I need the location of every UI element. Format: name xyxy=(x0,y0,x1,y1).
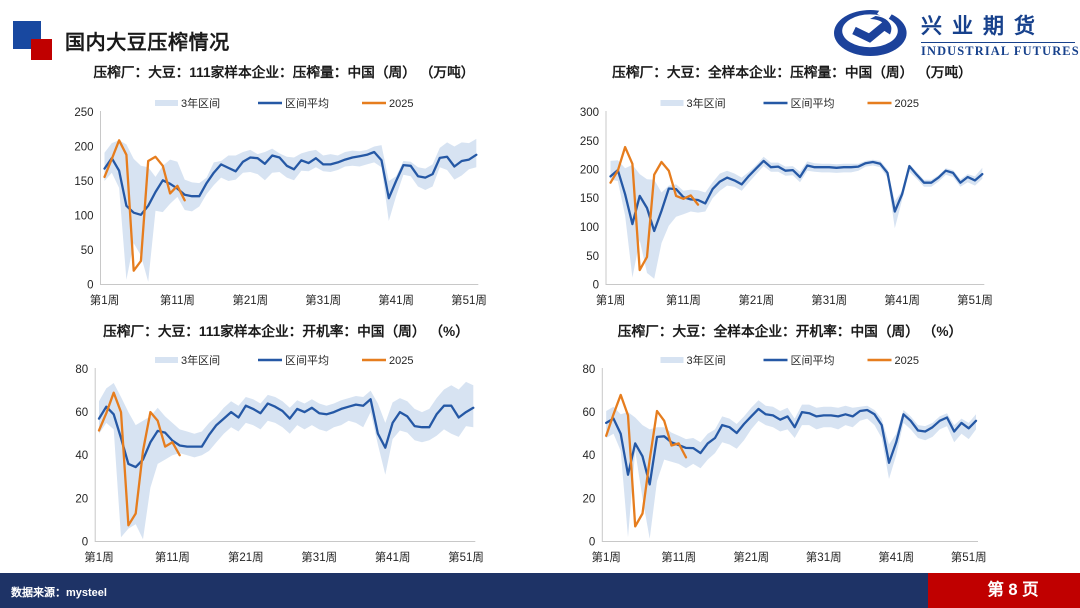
svg-text:20: 20 xyxy=(75,493,88,505)
svg-text:第31周: 第31周 xyxy=(305,293,341,307)
svg-text:20: 20 xyxy=(583,493,596,505)
svg-text:第51周: 第51周 xyxy=(951,550,987,564)
svg-text:3年区间: 3年区间 xyxy=(687,353,726,367)
svg-text:第11周: 第11周 xyxy=(155,550,190,564)
svg-text:第41周: 第41周 xyxy=(378,293,414,307)
svg-text:80: 80 xyxy=(583,364,596,376)
svg-text:3年区间: 3年区间 xyxy=(181,96,220,110)
svg-text:100: 100 xyxy=(74,211,93,223)
svg-text:0: 0 xyxy=(593,280,599,292)
svg-text:第1周: 第1周 xyxy=(84,550,113,564)
svg-text:3年区间: 3年区间 xyxy=(687,96,726,110)
svg-text:第11周: 第11周 xyxy=(661,550,696,564)
svg-text:区间平均: 区间平均 xyxy=(285,97,329,110)
svg-text:压榨厂：大豆：全样本企业：开机率：中国（周） （%）: 压榨厂：大豆：全样本企业：开机率：中国（周） （%） xyxy=(618,323,962,339)
svg-text:第41周: 第41周 xyxy=(878,550,914,564)
svg-text:第31周: 第31周 xyxy=(811,293,847,307)
svg-text:第21周: 第21周 xyxy=(738,293,774,307)
svg-text:2025: 2025 xyxy=(389,355,413,367)
svg-text:第21周: 第21周 xyxy=(733,550,769,564)
svg-text:0: 0 xyxy=(589,537,595,549)
svg-text:第1周: 第1周 xyxy=(591,550,620,564)
svg-text:60: 60 xyxy=(583,407,596,419)
svg-text:第51周: 第51周 xyxy=(448,550,484,564)
svg-text:压榨厂：大豆：111家样本企业：压榨量：中国（周） （万吨）: 压榨厂：大豆：111家样本企业：压榨量：中国（周） （万吨） xyxy=(93,64,474,80)
svg-text:第31周: 第31周 xyxy=(806,550,842,564)
svg-text:压榨厂：大豆：111家样本企业：开机率：中国（周） （%）: 压榨厂：大豆：111家样本企业：开机率：中国（周） （%） xyxy=(103,323,469,339)
svg-text:0: 0 xyxy=(87,280,93,292)
svg-text:50: 50 xyxy=(586,251,599,263)
svg-text:80: 80 xyxy=(75,364,88,376)
svg-text:250: 250 xyxy=(580,136,599,148)
svg-text:0: 0 xyxy=(82,537,88,549)
svg-text:第1周: 第1周 xyxy=(90,293,119,307)
svg-text:第51周: 第51周 xyxy=(451,293,487,307)
svg-text:200: 200 xyxy=(580,165,599,177)
svg-text:第11周: 第11周 xyxy=(160,293,195,307)
svg-text:150: 150 xyxy=(74,176,93,188)
svg-text:第41周: 第41周 xyxy=(375,550,411,564)
svg-text:2025: 2025 xyxy=(895,98,919,110)
svg-text:压榨厂：大豆：全样本企业：压榨量：中国（周） （万吨）: 压榨厂：大豆：全样本企业：压榨量：中国（周） （万吨） xyxy=(612,64,972,80)
svg-text:60: 60 xyxy=(75,407,88,419)
svg-text:2025: 2025 xyxy=(895,355,919,367)
svg-text:区间平均: 区间平均 xyxy=(285,354,329,367)
svg-text:40: 40 xyxy=(583,450,596,462)
svg-text:2025: 2025 xyxy=(389,98,413,110)
svg-text:区间平均: 区间平均 xyxy=(791,97,835,110)
svg-text:200: 200 xyxy=(74,142,93,154)
svg-text:第21周: 第21周 xyxy=(232,293,268,307)
svg-text:100: 100 xyxy=(580,222,599,234)
svg-text:3年区间: 3年区间 xyxy=(181,353,220,367)
svg-text:第51周: 第51周 xyxy=(957,293,993,307)
svg-text:50: 50 xyxy=(81,245,94,257)
svg-text:第31周: 第31周 xyxy=(301,550,337,564)
svg-text:150: 150 xyxy=(580,193,599,205)
svg-text:区间平均: 区间平均 xyxy=(791,354,835,367)
svg-text:300: 300 xyxy=(580,107,599,119)
svg-text:第21周: 第21周 xyxy=(228,550,264,564)
svg-text:第41周: 第41周 xyxy=(884,293,920,307)
svg-text:第11周: 第11周 xyxy=(666,293,701,307)
svg-text:250: 250 xyxy=(74,107,93,119)
svg-text:40: 40 xyxy=(75,450,88,462)
svg-text:第1周: 第1周 xyxy=(596,293,625,307)
